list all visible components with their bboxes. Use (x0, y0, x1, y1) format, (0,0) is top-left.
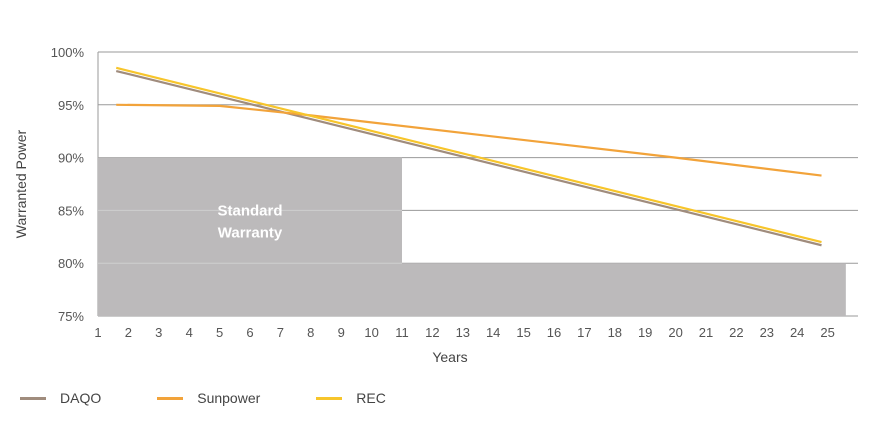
x-tick-label-18: 18 (608, 325, 622, 340)
warranty-regions: Standard Warranty (98, 157, 846, 316)
legend-item-sunpower: Sunpower (157, 390, 260, 406)
series-line-daqo (115, 69, 822, 247)
x-tick-label-3: 3 (155, 325, 162, 340)
x-tick-label-6: 6 (246, 325, 253, 340)
x-tick-label-25: 25 (820, 325, 834, 340)
y-tick-label-85: 85% (58, 203, 84, 218)
legend-swatch-sunpower (157, 396, 184, 400)
x-tick-label-15: 15 (516, 325, 530, 340)
y-tick-label-80: 80% (58, 256, 84, 271)
x-tick-label-20: 20 (668, 325, 682, 340)
x-tick-label-13: 13 (456, 325, 470, 340)
region-label-line-0: Standard (217, 203, 282, 220)
x-tick-label-10: 10 (364, 325, 378, 340)
x-tick-label-24: 24 (790, 325, 804, 340)
series-lines (115, 66, 822, 247)
warranty-region-0 (98, 157, 846, 316)
legend: DAQO Sunpower REC (20, 390, 386, 406)
legend-swatch-daqo (20, 396, 46, 400)
y-tick-label-90: 90% (58, 151, 84, 166)
x-tick-label-17: 17 (577, 325, 591, 340)
x-tick-label-19: 19 (638, 325, 652, 340)
x-tick-label-22: 22 (729, 325, 743, 340)
x-tick-label-9: 9 (338, 325, 345, 340)
series-line-rec (115, 66, 822, 244)
x-tick-label-16: 16 (547, 325, 561, 340)
legend-label-rec: REC (356, 390, 386, 406)
legend-item-daqo: DAQO (20, 390, 101, 406)
x-tick-label-23: 23 (760, 325, 774, 340)
y-tick-label-75: 75% (58, 309, 84, 324)
tick-labels: 75%80%85%90%95%100%1 2 3 4 5 6 7 8 9 10 11 12 13 14 15… (51, 45, 835, 340)
x-tick-label-5: 5 (216, 325, 223, 340)
x-tick-label-14: 14 (486, 325, 500, 340)
legend-label-sunpower: Sunpower (197, 390, 261, 406)
y-tick-label-95: 95% (58, 98, 84, 113)
x-tick-label-8: 8 (307, 325, 314, 340)
x-axis-label: Years (432, 349, 467, 365)
region-label-line-1: Warranty (218, 225, 283, 242)
x-tick-label-2: 2 (125, 325, 132, 340)
x-tick-label-11: 11 (395, 325, 409, 340)
legend-swatch-rec (316, 396, 343, 400)
x-tick-label-12: 12 (425, 325, 439, 340)
x-tick-label-21: 21 (699, 325, 713, 340)
x-tick-label-7: 7 (277, 325, 284, 340)
x-tick-label-1: 1 (94, 325, 101, 340)
x-tick-label-4: 4 (186, 325, 193, 340)
legend-item-rec: REC (316, 390, 386, 406)
y-axis-label: Warranted Power (13, 129, 29, 238)
legend-label-daqo: DAQO (60, 390, 102, 406)
y-tick-label-100: 100% (51, 45, 85, 60)
